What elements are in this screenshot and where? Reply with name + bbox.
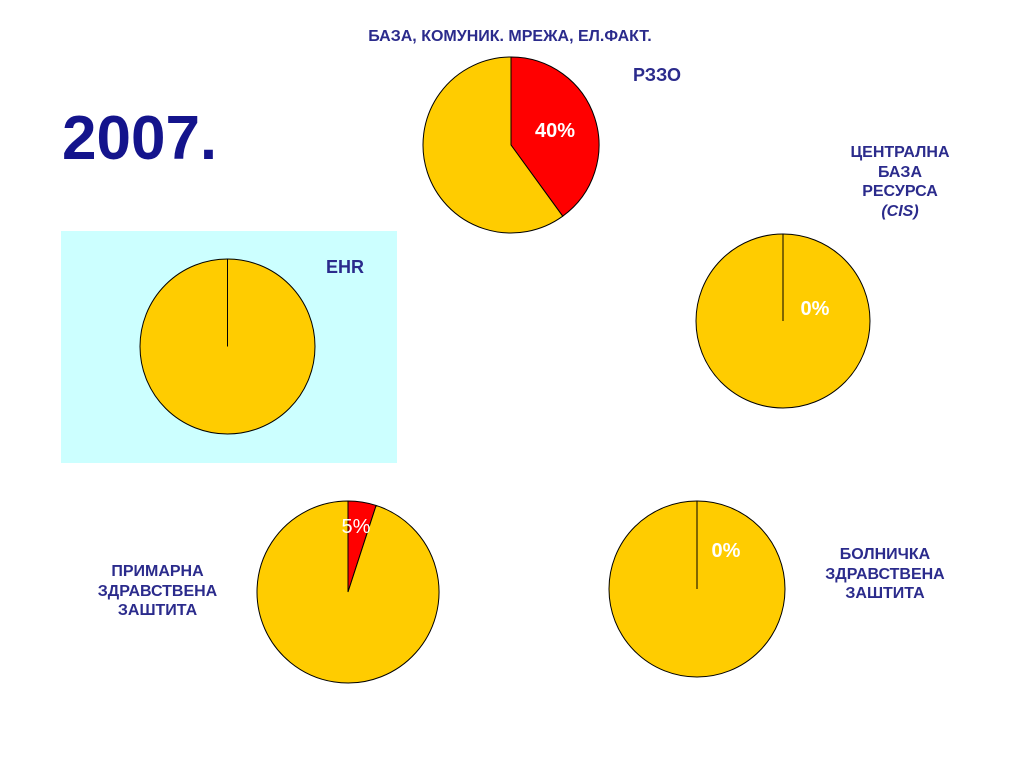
pie-chart-cis (695, 233, 871, 409)
slice-label-hospital-care: 0% (711, 540, 741, 562)
chart-label-hospital-line-1: БОЛНИЧКА (839, 546, 931, 563)
chart-label-cis-line-4: (CIS) (881, 202, 919, 220)
slice-label-rzzo: 40% (534, 120, 576, 142)
chart-label-primary-line-2: ЗДРАВСТВЕНА (97, 582, 218, 600)
year-title: 2007. (62, 104, 218, 173)
chart-label-primary-care: ПРИМАРНА ЗДРАВСТВЕНА ЗАШТИТА (70, 562, 245, 621)
pie-chart-primary-care (256, 500, 440, 684)
chart-label-ehr: EHR (325, 257, 364, 277)
chart-label-cis-line-2: БАЗА (877, 163, 923, 181)
chart-label-cis-line-1: ЦЕНТРАЛНА (850, 144, 950, 161)
chart-label-cis-line-3: РЕСУРСА (862, 183, 938, 201)
pie-slice-value (510, 56, 600, 217)
pie-chart-rzzo (422, 56, 600, 234)
slice-label-primary-care: 5% (341, 516, 371, 538)
chart-label-cis: ЦЕНТРАЛНА БАЗА РЕСУРСА (CIS) (835, 143, 965, 221)
chart-title-database-network: БАЗА, КОМУНИК. МРЕЖА, ЕЛ.ФАКТ. (368, 28, 652, 45)
slice-label-cis: 0% (800, 298, 830, 320)
pie-chart-hospital-care (608, 500, 786, 678)
pie-slice-rest (422, 56, 564, 234)
chart-label-hospital-line-2: ЗДРАВСТВЕНА (825, 565, 945, 583)
chart-label-hospital-line-3: ЗАШТИТА (845, 585, 925, 603)
chart-label-rzzo: РЗЗО (632, 65, 682, 85)
chart-label-primary-line-1: ПРИМАРНА (111, 563, 204, 580)
chart-label-primary-line-3: ЗАШТИТА (117, 602, 198, 620)
chart-label-hospital-care: БОЛНИЧКА ЗДРАВСТВЕНА ЗАШТИТА (800, 545, 970, 604)
pie-chart-ehr (139, 258, 316, 435)
